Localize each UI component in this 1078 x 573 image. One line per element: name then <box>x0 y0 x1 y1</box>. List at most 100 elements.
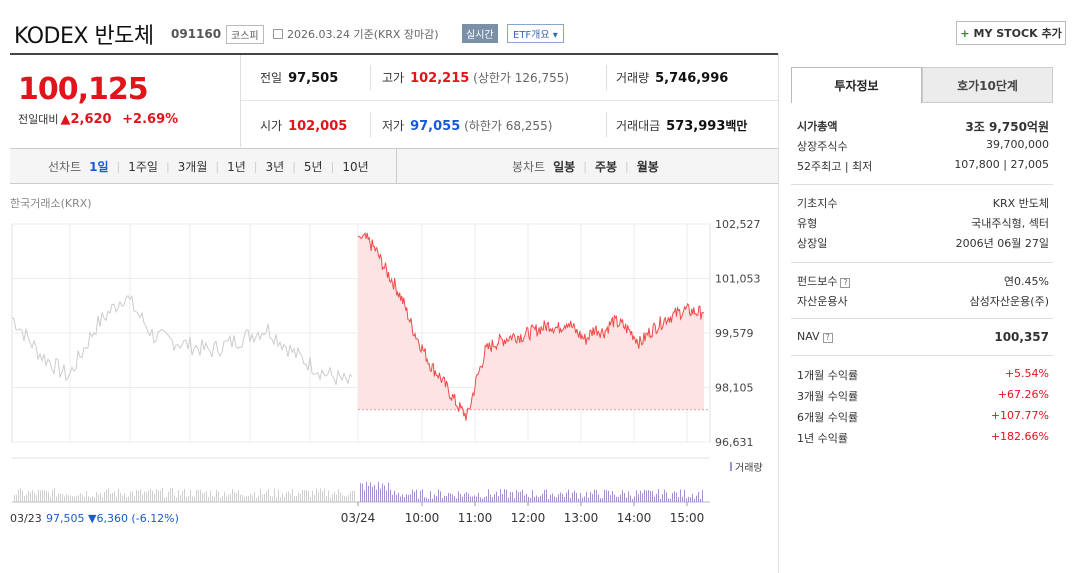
divider <box>370 65 371 90</box>
period-1[interactable]: 1주일 <box>128 160 158 174</box>
volume-bar <box>18 489 19 502</box>
diff-label: 전일대비 <box>18 113 59 126</box>
volume-bar <box>362 483 363 502</box>
volume-bar <box>660 498 661 502</box>
period-6[interactable]: 10년 <box>342 160 369 174</box>
volume-bar <box>372 486 373 502</box>
volume-bar <box>106 489 107 502</box>
volume-bar <box>376 489 377 502</box>
volume-bar <box>508 497 509 502</box>
volume-bar <box>456 498 457 502</box>
candle-period-1[interactable]: 주봉 <box>594 160 618 174</box>
info-key: 1개월 수익률 <box>797 369 859 382</box>
volume-bar <box>622 490 623 502</box>
candle-period-0[interactable]: 일봉 <box>553 160 576 174</box>
volume-bar <box>182 491 183 502</box>
volume-bar <box>630 495 631 502</box>
volume-bar <box>556 497 557 502</box>
volume-bar <box>472 496 473 502</box>
volume-bar <box>430 491 431 502</box>
volume-bar <box>602 497 603 502</box>
volume-bar <box>132 491 133 502</box>
volume-bar <box>658 489 659 502</box>
volume-bar <box>662 494 663 502</box>
volume-bar <box>144 491 145 502</box>
volume-bar <box>528 496 529 502</box>
volume-bar <box>542 493 543 502</box>
volume-bar <box>112 492 113 502</box>
my-stock-label: MY STOCK 추가 <box>973 27 1062 40</box>
volume-bar <box>74 496 75 502</box>
volume-bar <box>116 496 117 502</box>
volume-bar <box>52 490 53 502</box>
volume-bar <box>244 496 245 502</box>
volume-bar <box>424 497 425 502</box>
period-0[interactable]: 1일 <box>89 160 109 174</box>
volume-bar <box>260 488 261 502</box>
volume-bar <box>378 481 379 502</box>
volume-bar <box>274 488 275 502</box>
info-value: 연0.45% <box>1003 275 1049 288</box>
volume-bar <box>160 490 161 502</box>
volume-bar <box>26 494 27 502</box>
volume-bar <box>142 494 143 502</box>
high-price: 고가 102,215 (상한가 126,755) <box>382 71 570 86</box>
volume-bar <box>552 493 553 502</box>
period-3[interactable]: 1년 <box>227 160 246 174</box>
info-key: NAV? <box>797 330 833 344</box>
volume-bar <box>656 493 657 502</box>
volume-bar <box>368 485 369 502</box>
calendar-icon <box>273 29 283 39</box>
volume-bar <box>500 489 501 502</box>
tab-invest-info[interactable]: 투자정보 <box>791 67 922 103</box>
volume-bar <box>246 496 247 502</box>
separator: | <box>165 160 170 173</box>
period-5[interactable]: 5년 <box>303 160 323 174</box>
volume-bar <box>16 494 17 502</box>
x-tick-label: 11:00 <box>458 511 493 525</box>
volume-bar <box>598 494 599 502</box>
volume-bar <box>250 494 251 502</box>
volume-bar <box>686 498 687 502</box>
volume-bar <box>146 492 147 502</box>
help-icon[interactable]: ? <box>822 333 833 343</box>
volume-bar <box>94 497 95 502</box>
period-4[interactable]: 3년 <box>265 160 285 174</box>
volume-bar <box>200 489 201 502</box>
volume-bar <box>114 491 115 502</box>
volume-bar <box>308 491 309 502</box>
volume-bar <box>96 492 97 502</box>
volume-bar <box>256 497 257 502</box>
volume-bar <box>494 494 495 502</box>
volume-bar <box>206 491 207 502</box>
volume-bar <box>286 492 287 502</box>
tab-orderbook[interactable]: 호가10단계 <box>922 67 1053 103</box>
my-stock-add-button[interactable]: + MY STOCK 추가 <box>956 21 1066 45</box>
info-key: 52주최고 | 최저 <box>797 160 873 173</box>
volume-legend: 거래량 <box>735 462 763 474</box>
volume-bar <box>284 496 285 502</box>
price-chart[interactable]: 102,527 101,053 99,579 98,105 96,631 거래량 03/… <box>10 210 778 540</box>
volume-bar <box>100 492 101 502</box>
volume-bar <box>258 495 259 502</box>
candle-period-2[interactable]: 월봉 <box>636 160 659 174</box>
volume-bar <box>420 490 421 502</box>
info-value: 107,800 | 27,005 <box>954 158 1049 171</box>
volume-bar <box>60 493 61 502</box>
today-price-line <box>357 231 705 421</box>
realtime-badge[interactable]: 실시간 <box>462 24 498 43</box>
volume-bar <box>136 490 137 502</box>
volume-bar <box>242 495 243 502</box>
info-value: +107.77% <box>990 409 1049 422</box>
etf-overview-button[interactable]: ETF개요 ▾ <box>507 24 564 43</box>
volume-bar <box>610 495 611 502</box>
volume-bar <box>620 494 621 502</box>
volume-bar <box>120 492 121 502</box>
info-key: 상장주식수 <box>797 140 848 153</box>
volume-bar <box>520 491 521 502</box>
period-2[interactable]: 3개월 <box>177 160 208 174</box>
volume-bar <box>364 490 365 502</box>
help-icon[interactable]: ? <box>840 278 851 288</box>
volume-bar <box>590 491 591 502</box>
volume-bar <box>162 488 163 502</box>
